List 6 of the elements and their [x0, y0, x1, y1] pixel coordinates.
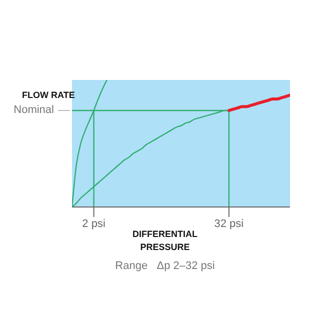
ref-line-label: Nominal [14, 104, 54, 116]
y-axis-title: FLOW RATE [22, 90, 75, 100]
x-tick-label: 32 psi [214, 218, 244, 230]
x-tick-label: 2 psi [82, 218, 106, 230]
x-axis-title: DIFFERENTIAL PRESSURE [132, 228, 198, 254]
text: Range Δp 2–32 psi [114, 260, 216, 272]
